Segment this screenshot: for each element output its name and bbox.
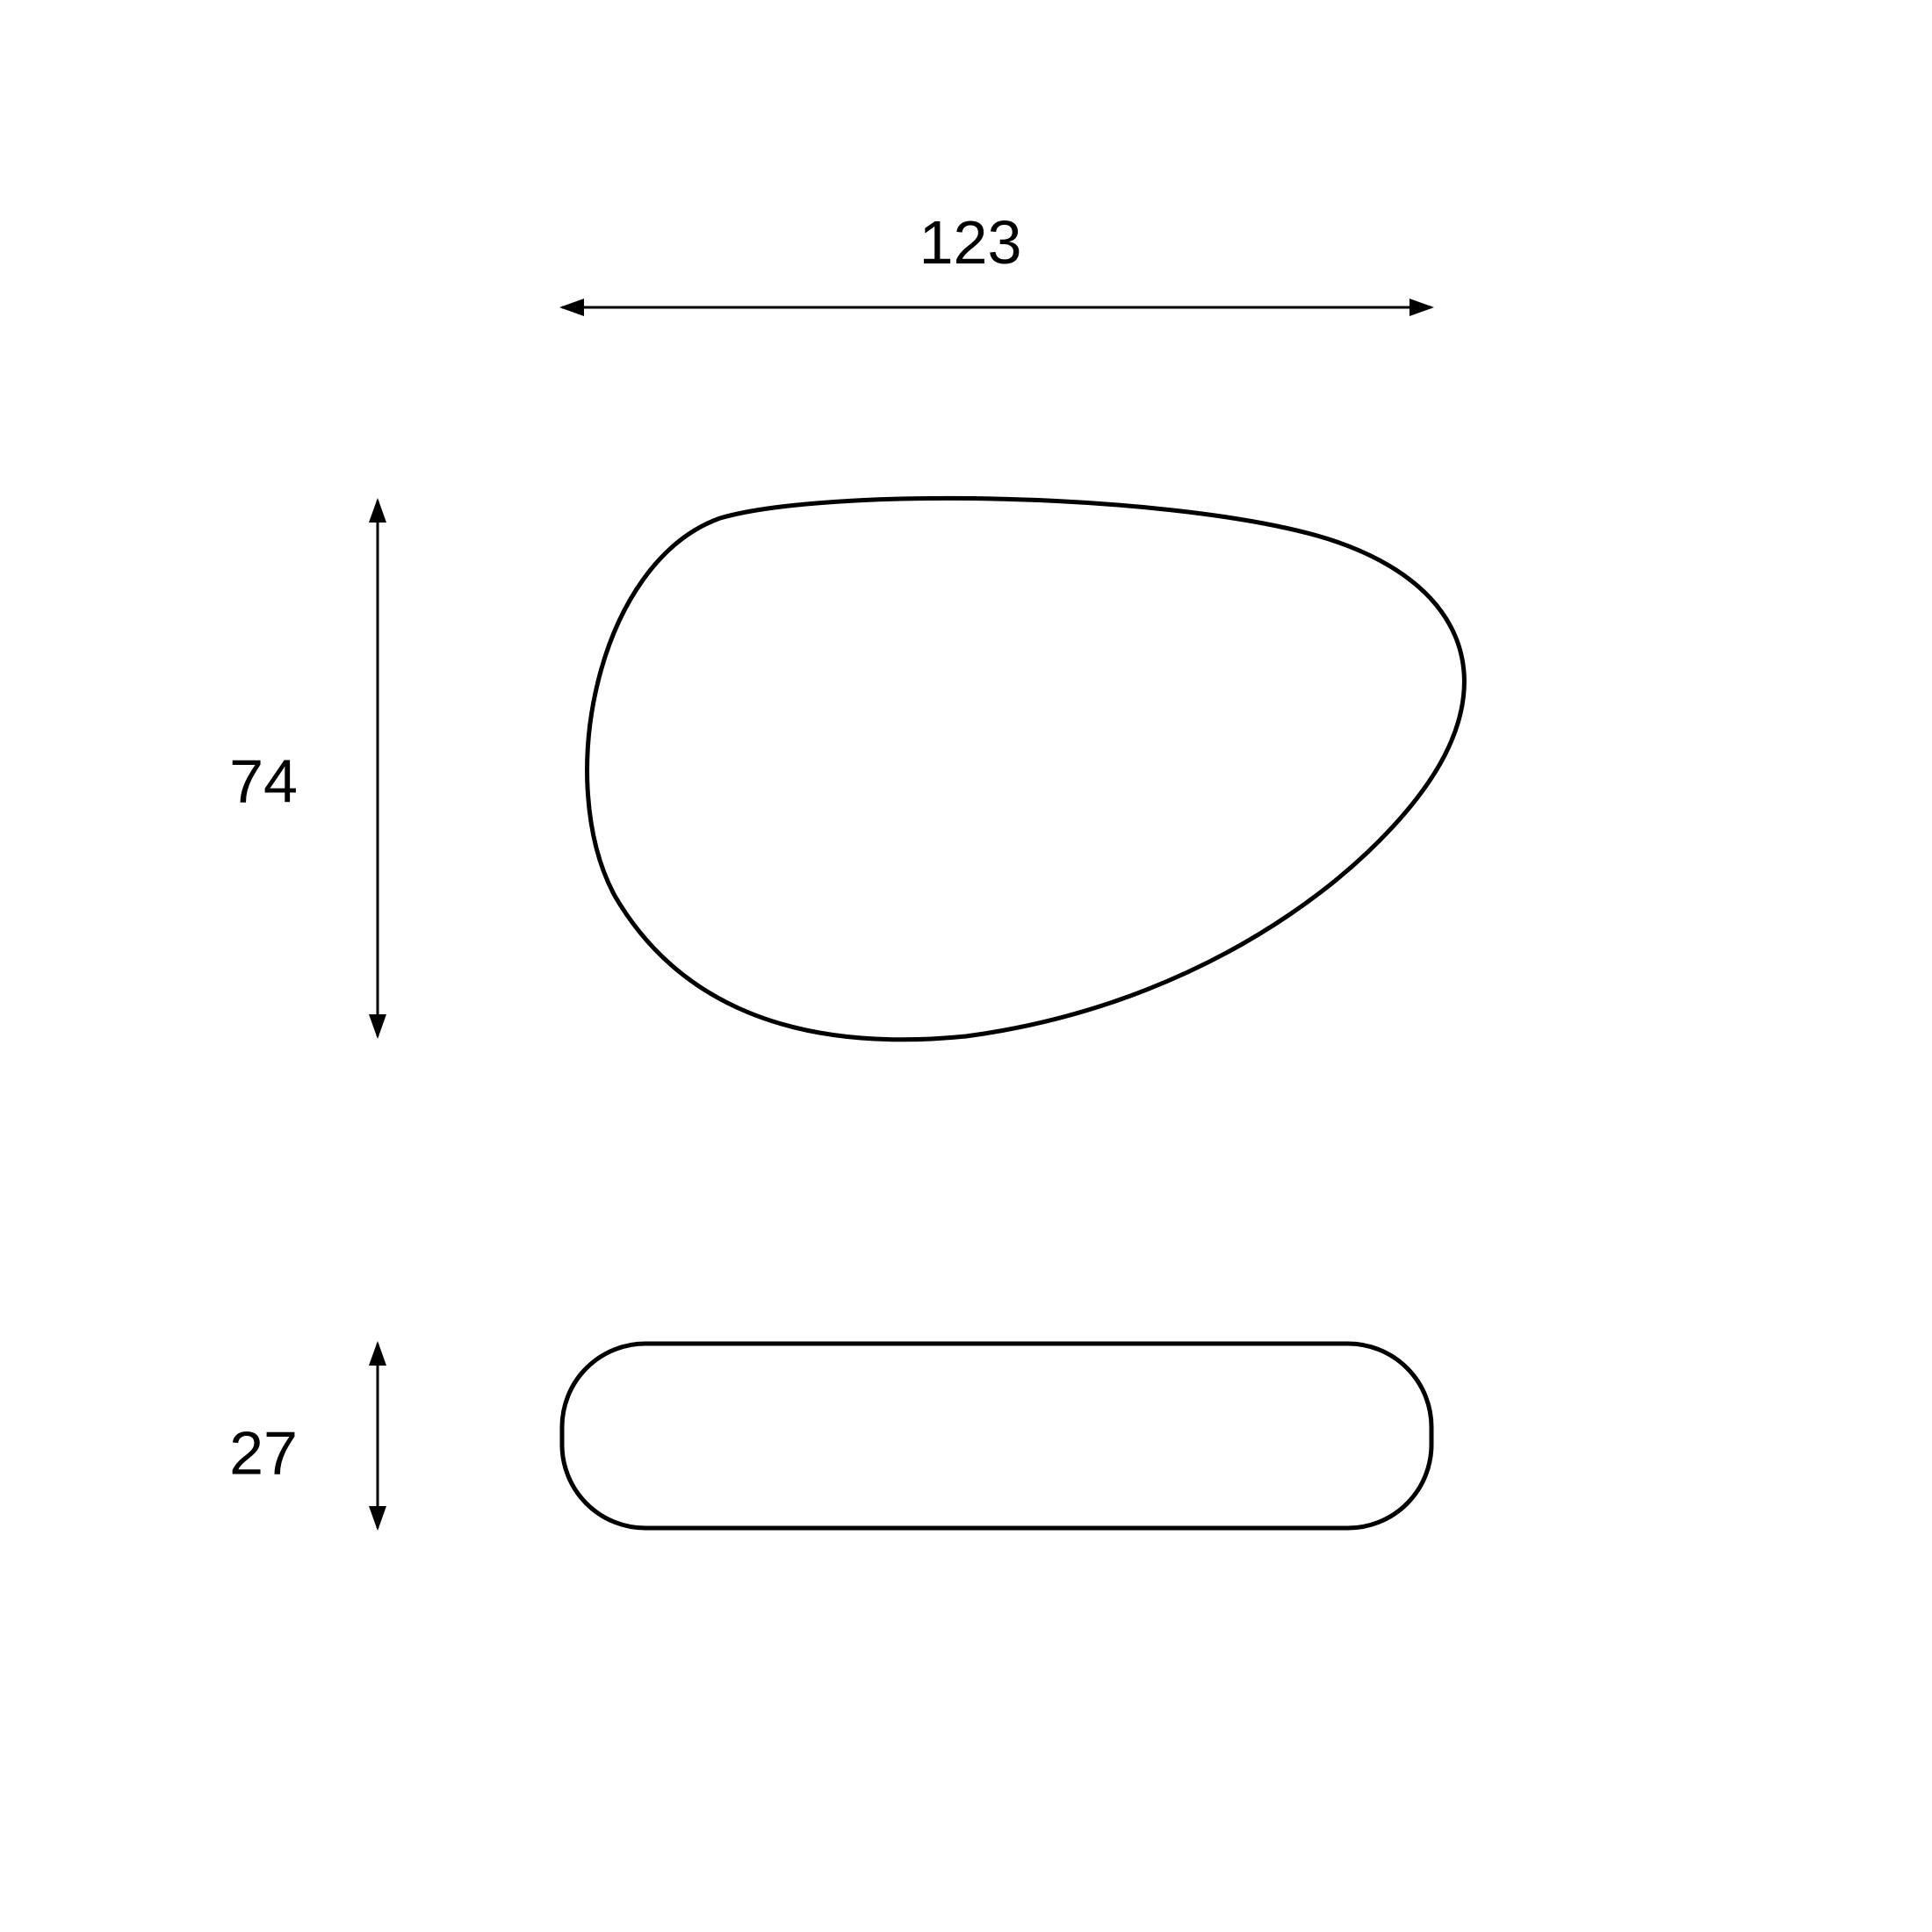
dimension-label-width: 123 [919, 208, 1022, 277]
dimension-diagram: 123 74 27 [0, 0, 1932, 1932]
bottom-shape-outline [562, 1344, 1431, 1528]
dimension-label-height-top: 74 [229, 746, 298, 815]
dimension-label-height-bottom: 27 [229, 1418, 298, 1487]
top-shape-outline [588, 498, 1465, 1039]
